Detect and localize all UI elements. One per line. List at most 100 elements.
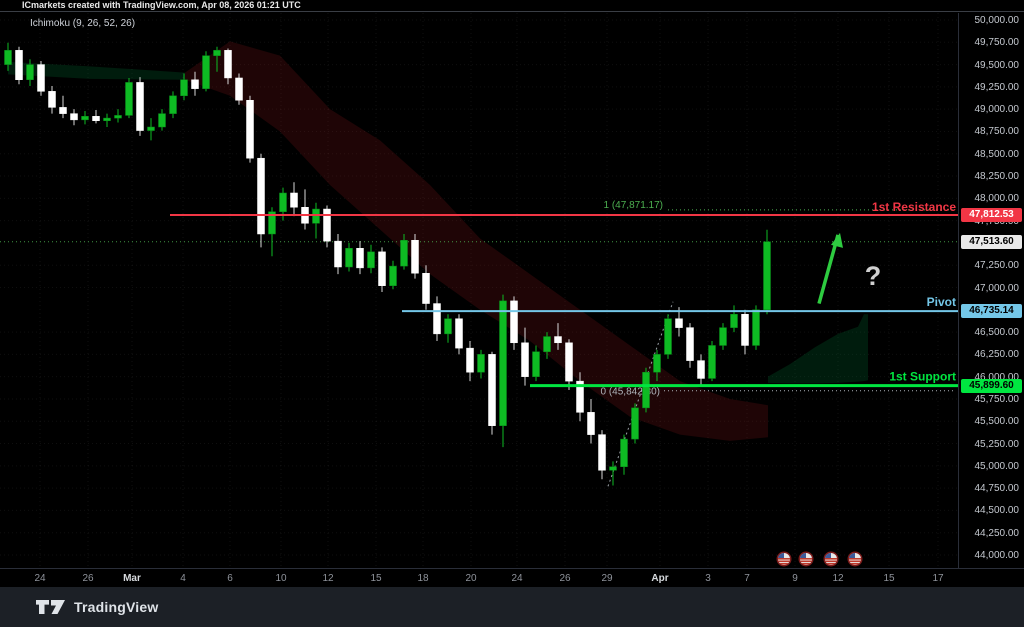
candle-body: [554, 336, 562, 344]
price-axis-tick: 45,750.00: [974, 393, 1020, 405]
price-axis-tick: 48,500.00: [974, 148, 1020, 160]
chart-svg[interactable]: 1 (47,871.17) 0 (45,842.30) 1st Resistance…: [0, 13, 958, 568]
price-axis-tick: 45,500.00: [974, 416, 1020, 428]
us-flag-event-icon[interactable]: [847, 551, 863, 567]
candle-body: [697, 360, 705, 379]
candle-body: [114, 115, 122, 119]
up-arrow-head-icon[interactable]: [831, 232, 843, 248]
price-axis-tick: 47,000.00: [974, 282, 1020, 294]
candle-body: [653, 354, 661, 373]
candle-body: [631, 407, 639, 440]
time-axis-tick: 12: [322, 573, 334, 584]
candle-body: [48, 91, 56, 108]
price-axis-tick: 45,250.00: [974, 438, 1020, 450]
candle-body: [664, 318, 672, 355]
ichimoku-cloud: [8, 61, 185, 80]
candle-body: [609, 466, 617, 471]
support-label: 1st Support: [889, 370, 956, 384]
candle-body: [422, 272, 430, 304]
candle-body: [543, 336, 551, 352]
resistance-label: 1st Resistance: [872, 200, 956, 214]
us-flag-event-icon[interactable]: [798, 551, 814, 567]
candle-body: [191, 79, 199, 89]
fib-level-0-label: 0 (45,842.30): [601, 387, 661, 398]
question-mark-annotation[interactable]: ?: [865, 261, 882, 291]
price-axis-tick: 46,500.00: [974, 327, 1020, 339]
candle-body: [334, 240, 342, 268]
pivot-label: Pivot: [927, 295, 956, 309]
time-axis[interactable]: 24 26 Mar 4 6 10 12 15 18 20 24 26 29 Apr 3 7 9 12 15 17: [0, 568, 1024, 588]
candle-body: [4, 50, 12, 65]
last-price-badge: 47,513.60: [961, 234, 1022, 249]
candle-body: [378, 251, 386, 286]
ichimoku-cloud: [768, 314, 868, 384]
us-flag-event-icon[interactable]: [776, 551, 792, 567]
price-axis-tick: 46,250.00: [974, 349, 1020, 361]
time-axis-tick: 6: [227, 573, 233, 584]
candle-body: [444, 318, 452, 335]
candle-body: [169, 95, 177, 114]
price-axis-tick: 44,000.00: [974, 550, 1020, 561]
time-axis-tick: 18: [417, 573, 429, 584]
time-axis-tick: 12: [832, 573, 844, 584]
price-axis-tick: 47,250.00: [974, 260, 1020, 272]
candle-body: [719, 327, 727, 346]
price-axis-tick: 48,250.00: [974, 171, 1020, 183]
price-axis[interactable]: 50,000.00 49,750.00 49,500.00 49,250.00 49,0…: [958, 13, 1024, 568]
time-axis-tick: 17: [932, 573, 944, 584]
candle-body: [411, 239, 419, 274]
time-axis-tick: 15: [883, 573, 895, 584]
price-axis-tick: 50,000.00: [974, 15, 1020, 26]
candle-body: [37, 64, 45, 92]
brand-name: TradingView: [74, 599, 159, 615]
time-axis-tick: 29: [601, 573, 613, 584]
candle-body: [598, 434, 606, 471]
price-axis-tick: 44,750.00: [974, 483, 1020, 495]
candle-body: [257, 157, 265, 235]
candle-body: [290, 192, 298, 208]
candle-body: [213, 50, 221, 56]
candle-body: [312, 208, 320, 224]
up-arrow-icon[interactable]: [817, 234, 840, 305]
price-axis-tick: 48,000.00: [974, 193, 1020, 205]
chart-pane[interactable]: Ichimoku (9, 26, 52, 26) 1 (47,871.17) 0 …: [0, 13, 958, 568]
candle-body: [92, 116, 100, 122]
candle-body: [70, 113, 78, 121]
price-axis-tick: 44,250.00: [974, 527, 1020, 539]
fib-level-1-label: 1 (47,871.17): [604, 200, 664, 211]
candle-body: [224, 50, 232, 79]
candle-body: [532, 351, 540, 377]
ichimoku-cloud: [185, 41, 768, 441]
tradingview-logo-icon[interactable]: [36, 599, 66, 615]
candle-body: [675, 318, 683, 328]
time-axis-tick: Mar: [123, 573, 141, 584]
candle-body: [565, 342, 573, 382]
candle-body: [708, 345, 716, 379]
candle-body: [279, 192, 287, 212]
candle-body: [521, 342, 529, 377]
candle-body: [180, 79, 188, 97]
candle-body: [488, 354, 496, 426]
candle-body: [400, 239, 408, 267]
resistance-price-badge: 47,812.53: [961, 208, 1022, 223]
candle-body: [246, 100, 254, 159]
snapshot-title: ICmarkets created with TradingView.com, …: [0, 0, 1024, 12]
candle-body: [730, 314, 738, 328]
price-axis-tick: 44,500.00: [974, 505, 1020, 517]
candle-body: [686, 327, 694, 361]
candle-body: [576, 380, 584, 413]
candle-body: [268, 211, 276, 235]
candle-body: [620, 438, 628, 467]
time-axis-tick: 9: [792, 573, 798, 584]
price-axis-tick: 49,500.00: [974, 59, 1020, 71]
candle-body: [433, 303, 441, 335]
time-axis-tick: 10: [275, 573, 287, 584]
time-axis-tick: 24: [511, 573, 523, 584]
time-axis-tick: 7: [744, 573, 750, 584]
candle-body: [466, 347, 474, 373]
candle-body: [499, 300, 507, 426]
candle-body: [235, 77, 243, 101]
us-flag-event-icon[interactable]: [823, 551, 839, 567]
time-axis-tick: 4: [180, 573, 186, 584]
time-axis-tick: 20: [465, 573, 477, 584]
